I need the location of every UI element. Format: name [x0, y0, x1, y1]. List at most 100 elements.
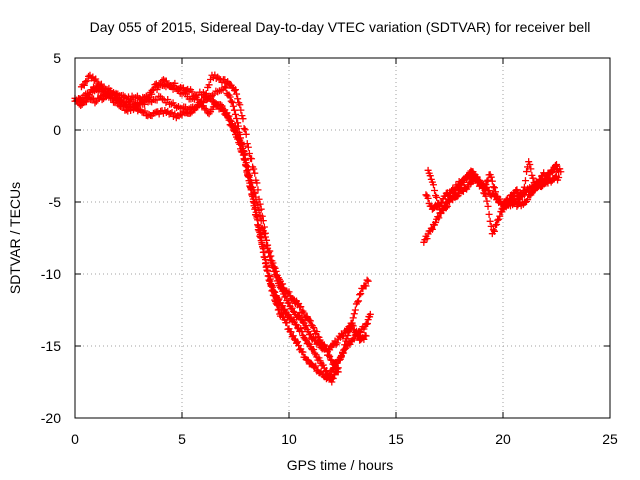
data-point-track-d	[243, 140, 251, 148]
data-point-track-c	[348, 321, 356, 329]
data-point-track-f	[492, 188, 500, 196]
data-point-track-b	[240, 155, 248, 163]
x-tick-label: 10	[281, 431, 297, 447]
data-point-track-a	[363, 276, 371, 284]
data-point-track-f	[424, 194, 432, 202]
data-point-track-e	[427, 224, 435, 232]
data-point-track-b	[299, 348, 307, 356]
data-point-track-a	[233, 114, 241, 122]
data-point-track-g	[433, 193, 441, 201]
data-point-track-b	[287, 328, 295, 336]
data-point-track-d	[75, 95, 83, 103]
data-point-track-f	[526, 160, 534, 168]
x-tick-label: 5	[178, 431, 186, 447]
data-point-track-g	[490, 227, 498, 235]
data-point-track-d	[322, 344, 330, 352]
data-points	[71, 71, 565, 386]
data-point-track-d	[334, 368, 342, 376]
data-point-track-g	[484, 202, 492, 210]
data-point-track-b	[268, 287, 276, 295]
data-point-track-a	[304, 339, 312, 347]
data-point-track-c	[91, 99, 99, 107]
data-point-track-d	[236, 101, 244, 109]
data-point-track-a	[311, 349, 319, 357]
data-point-track-c	[171, 79, 179, 87]
data-point-track-c	[306, 331, 314, 339]
data-point-track-g	[495, 215, 503, 223]
x-tick-label: 0	[71, 431, 79, 447]
data-point-track-c	[240, 148, 248, 156]
data-point-track-d	[232, 86, 239, 94]
y-tick-label: -5	[49, 194, 62, 210]
data-point-track-b	[337, 353, 345, 361]
data-point-track-a	[357, 290, 365, 298]
data-point-track-b	[274, 301, 282, 309]
data-point-track-g	[534, 182, 542, 190]
data-point-track-b	[283, 319, 291, 327]
data-point-track-b	[267, 282, 275, 290]
data-point-track-b	[350, 335, 358, 343]
data-point-track-d	[255, 195, 263, 203]
data-point-track-f	[520, 183, 528, 191]
data-point-track-c	[299, 318, 307, 326]
data-point-track-a	[167, 100, 175, 108]
data-point-track-c	[244, 166, 252, 174]
data-point-track-e	[434, 213, 442, 221]
x-axis-label: GPS time / hours	[287, 457, 394, 473]
data-point-track-g	[553, 161, 560, 169]
data-point-track-c	[249, 183, 257, 191]
data-point-track-g	[440, 203, 448, 211]
data-point-track-c	[149, 85, 157, 93]
data-point-track-g	[496, 212, 504, 220]
data-point-track-c	[235, 135, 243, 143]
data-point-track-a	[350, 310, 358, 318]
data-point-track-d	[285, 288, 293, 296]
data-point-track-a	[353, 298, 361, 306]
data-point-track-g	[483, 197, 491, 205]
data-point-track-c	[340, 332, 348, 340]
data-point-track-e	[435, 214, 443, 222]
data-point-track-c	[144, 94, 152, 102]
data-point-track-a	[364, 277, 372, 285]
data-point-track-b	[264, 266, 272, 274]
data-point-track-a	[319, 361, 327, 369]
data-point-track-g	[457, 181, 465, 189]
data-point-track-f	[497, 199, 505, 207]
data-point-track-d	[81, 98, 89, 106]
data-point-track-d	[242, 130, 250, 138]
data-point-track-c	[333, 339, 341, 347]
data-point-track-b	[244, 172, 252, 180]
data-point-track-d	[205, 81, 213, 89]
data-point-track-a	[351, 306, 359, 314]
data-point-track-a	[298, 328, 306, 336]
data-point-track-c	[226, 116, 234, 124]
data-point-track-b	[271, 296, 279, 304]
data-point-track-a	[153, 96, 161, 104]
data-point-track-a	[229, 102, 237, 110]
data-point-track-d	[239, 115, 247, 123]
data-point-track-a	[297, 324, 305, 332]
data-point-track-d	[306, 317, 314, 325]
data-point-track-d	[269, 259, 277, 267]
data-point-track-c	[217, 101, 225, 109]
data-point-track-c	[218, 102, 226, 110]
data-point-track-d	[80, 99, 88, 107]
data-point-track-b	[82, 78, 90, 86]
data-point-track-d	[260, 223, 268, 231]
data-point-track-d	[297, 303, 305, 311]
data-point-track-g	[451, 190, 459, 198]
data-point-track-b	[289, 332, 297, 340]
data-point-track-g	[477, 178, 485, 186]
data-point-track-d	[104, 91, 112, 99]
y-tick-label: -20	[41, 410, 61, 426]
data-point-track-c	[233, 125, 241, 133]
data-point-track-d	[257, 205, 265, 213]
data-point-track-c	[191, 92, 199, 100]
data-point-track-a	[292, 321, 300, 329]
data-point-track-b	[346, 340, 354, 348]
data-point-track-d	[267, 252, 275, 260]
data-point-track-a	[230, 106, 238, 114]
data-point-track-g	[524, 196, 532, 204]
axis-ticks: 0 5 10 15 20 25 5 0 -5 -10 -15 -20	[41, 50, 618, 447]
data-point-track-g	[494, 216, 502, 224]
